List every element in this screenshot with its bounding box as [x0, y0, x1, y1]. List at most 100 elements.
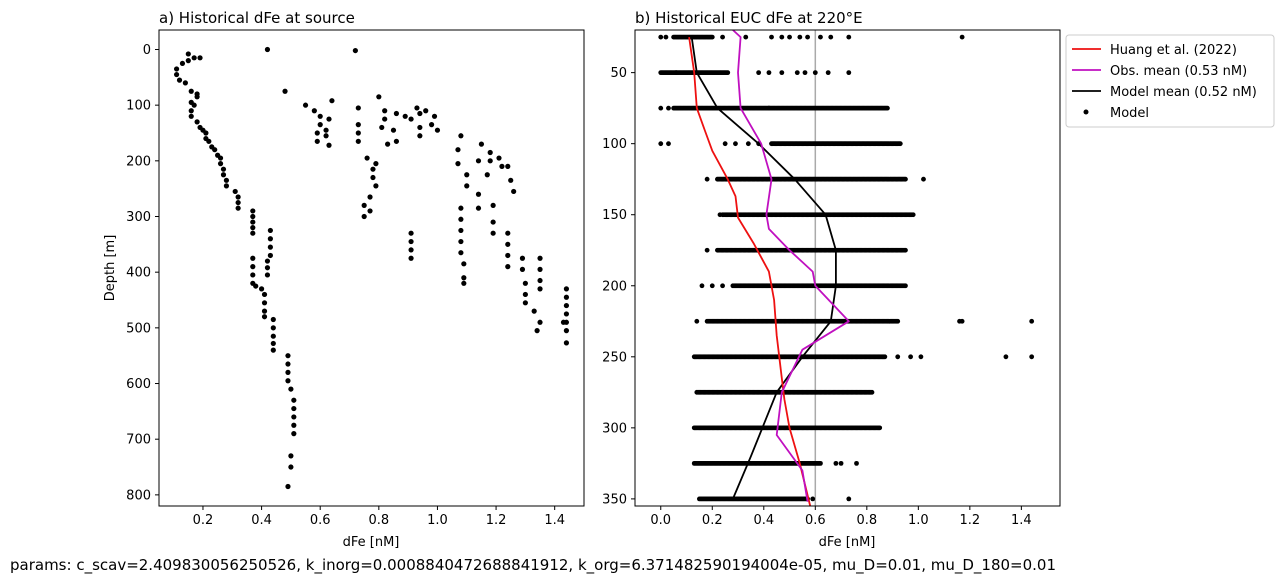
x-tick-label: 0.6: [310, 513, 331, 528]
panel-a-xlabel: dFe [nM]: [343, 535, 400, 550]
data-point: [408, 247, 414, 253]
data-point: [376, 94, 382, 100]
params-footer: params: c_scav=2.409830056250526, k_inor…: [10, 556, 1056, 574]
model-point: [882, 354, 888, 360]
model-point: [1029, 354, 1035, 360]
data-point: [317, 113, 323, 119]
data-point: [370, 166, 376, 172]
data-point: [560, 319, 567, 325]
data-point: [261, 308, 268, 314]
data-point: [464, 183, 470, 189]
model-point: [794, 70, 800, 76]
panel-b-frame: [634, 29, 1061, 507]
data-point: [355, 122, 361, 128]
model-point: [745, 141, 751, 147]
data-point: [250, 213, 256, 220]
data-point: [176, 77, 183, 83]
model-point: [903, 283, 908, 289]
data-point: [250, 255, 256, 261]
x-tick-label: 1.2: [960, 513, 981, 528]
data-point: [264, 258, 271, 264]
data-point: [423, 108, 429, 114]
y-tick-label: 150: [602, 208, 627, 223]
model-point: [854, 460, 859, 466]
y-tick-label: 200: [602, 279, 627, 294]
x-tick-label: 1.4: [544, 513, 565, 528]
panel-a-ylabel: Depth [m]: [103, 235, 118, 302]
model-point: [722, 141, 728, 147]
data-point: [217, 161, 224, 167]
data-point: [188, 88, 194, 94]
data-point: [385, 141, 391, 147]
model-mean-line: [690, 36, 837, 500]
model-point: [725, 70, 731, 76]
data-point: [314, 138, 320, 144]
data-point: [323, 127, 329, 133]
model-point: [828, 34, 834, 40]
legend-label-obs-mean: Obs. mean (0.53 nM): [1110, 64, 1247, 79]
data-point: [382, 108, 388, 114]
y-tick-label: 100: [602, 137, 627, 152]
data-point: [563, 302, 570, 309]
data-point: [487, 158, 493, 164]
data-point: [522, 291, 528, 298]
data-point: [267, 244, 273, 250]
data-point: [537, 286, 543, 292]
model-point: [658, 105, 664, 111]
model-point: [797, 34, 803, 40]
data-point: [285, 353, 291, 359]
data-point: [393, 138, 400, 144]
model-point: [897, 141, 903, 147]
data-point: [270, 340, 276, 347]
data-point: [291, 422, 297, 428]
y-tick-label: 600: [126, 377, 151, 392]
data-point: [505, 264, 511, 270]
data-point: [212, 147, 218, 153]
data-point: [203, 130, 209, 136]
panel-a-points: [173, 46, 570, 490]
model-point: [846, 34, 852, 40]
data-point: [490, 219, 496, 225]
data-point: [194, 94, 200, 100]
data-point: [458, 250, 464, 256]
model-point: [720, 34, 725, 40]
data-point: [250, 272, 256, 278]
data-point: [250, 219, 256, 225]
data-point: [505, 230, 511, 236]
data-point: [434, 127, 441, 133]
data-point: [370, 174, 376, 181]
y-tick-label: 200: [126, 154, 151, 169]
x-tick-label: 0.2: [193, 513, 214, 528]
data-point: [270, 316, 276, 323]
y-tick-label: 300: [126, 210, 151, 225]
data-point: [185, 58, 191, 64]
y-tick-label: 300: [602, 421, 627, 436]
model-point: [846, 496, 852, 502]
data-point: [534, 328, 540, 334]
data-point: [355, 138, 361, 144]
data-point: [197, 55, 203, 61]
model-point: [918, 354, 924, 360]
model-point: [699, 283, 705, 289]
data-point: [264, 46, 271, 53]
legend-label-model-mean: Model mean (0.52 nM): [1110, 85, 1257, 100]
data-point: [505, 252, 511, 259]
model-point: [895, 318, 901, 324]
model-point: [846, 70, 852, 76]
model-point: [717, 212, 723, 218]
data-point: [206, 138, 212, 144]
data-point: [511, 188, 517, 195]
data-point: [352, 47, 358, 54]
data-point: [458, 133, 464, 139]
data-point: [563, 340, 570, 346]
data-point: [537, 266, 543, 272]
y-tick-label: 700: [126, 433, 151, 448]
data-point: [408, 238, 414, 245]
data-point: [250, 208, 256, 214]
data-point: [364, 155, 370, 161]
data-point: [458, 227, 464, 234]
data-point: [475, 205, 482, 211]
x-tick-label: 0.4: [753, 513, 774, 528]
data-point: [373, 183, 379, 189]
data-point: [464, 172, 470, 178]
